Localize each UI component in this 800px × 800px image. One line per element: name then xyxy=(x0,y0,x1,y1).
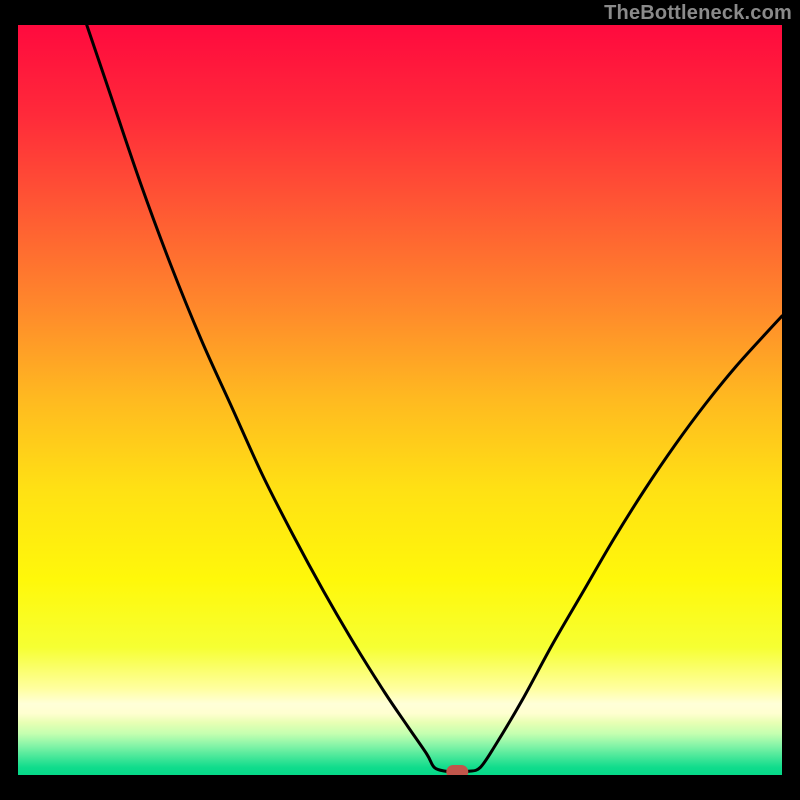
gradient-fill xyxy=(18,25,782,775)
attribution-label: TheBottleneck.com xyxy=(604,2,792,25)
stage: TheBottleneck.com xyxy=(0,0,800,800)
plot-area xyxy=(18,25,782,779)
chart-svg xyxy=(0,0,800,800)
